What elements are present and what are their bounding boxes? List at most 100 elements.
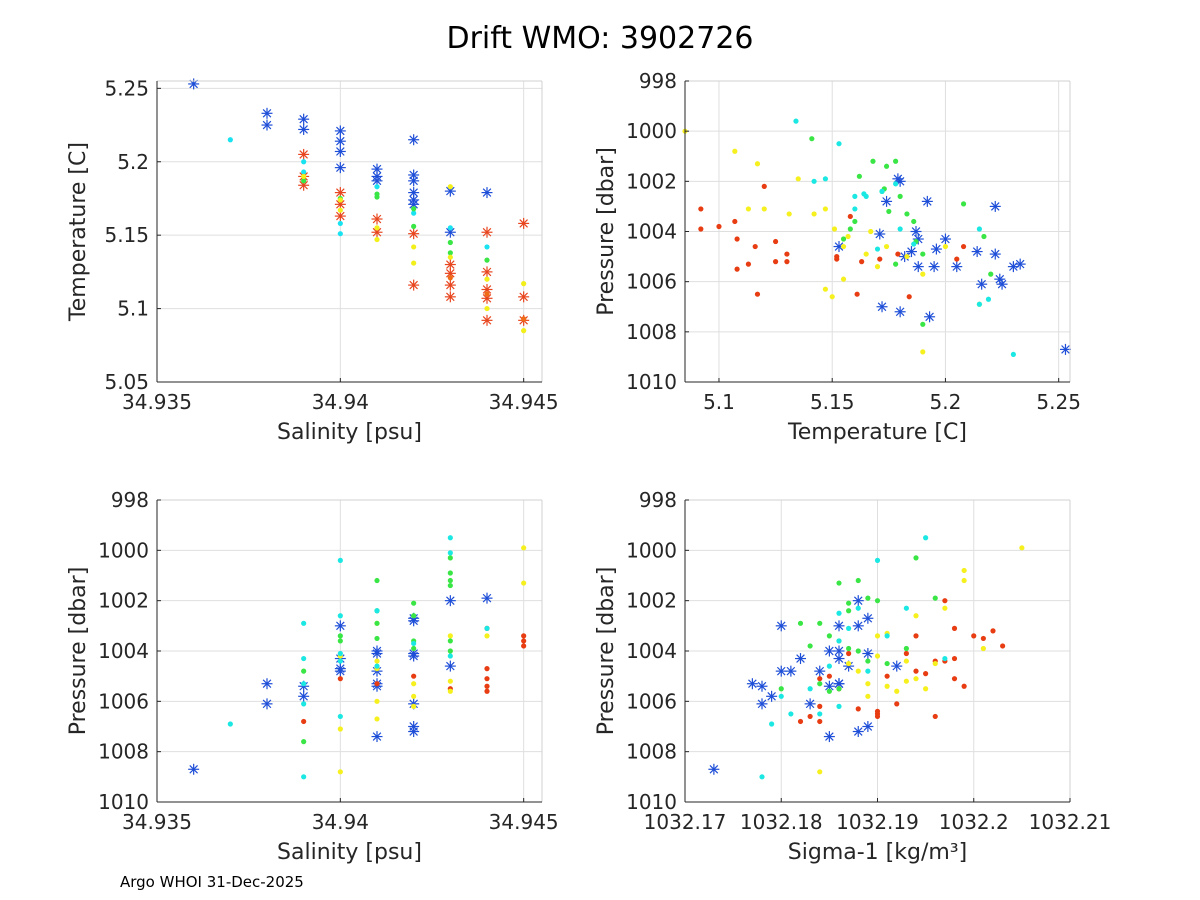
asterisk-stroke [932, 244, 941, 254]
asterisk-stroke [834, 679, 844, 689]
data-point-dot [874, 557, 881, 564]
data-point-dot [374, 620, 380, 626]
asterisk-stroke [262, 699, 272, 709]
data-point-asterisk [444, 279, 456, 291]
data-point-asterisk [833, 241, 845, 253]
asterisk-stroke [911, 227, 921, 236]
data-point-dot [854, 291, 860, 297]
data-point-asterisk [862, 612, 874, 624]
data-point-dot [847, 213, 853, 220]
y-axis-label: Pressure [dbar] [594, 147, 619, 316]
data-point-asterisk [756, 698, 768, 710]
data-point-dot [484, 688, 490, 694]
x-tick-label: 1032.17 [644, 810, 727, 834]
data-point-dot [855, 648, 861, 654]
data-point-dot [521, 281, 527, 287]
data-point-dot [884, 683, 890, 689]
data-point-asterisk [775, 665, 787, 677]
data-point-dot [884, 633, 890, 639]
data-point-dot [734, 236, 740, 242]
data-point-dot [834, 256, 840, 262]
asterisk-stroke [834, 654, 844, 663]
chart-salinity-temperature: 34.935 34.94 34.945 5.05 5.1 5.15 5.2 5.25 Salin… [66, 76, 559, 445]
asterisk-stroke [446, 661, 455, 671]
data-point-dot [411, 223, 417, 229]
data-point-dot [484, 633, 490, 639]
data-point-dot [932, 595, 938, 601]
data-point-dot [411, 206, 417, 212]
data-point-dot [886, 208, 892, 215]
y-tick-label: 1000 [626, 119, 677, 143]
data-point-asterisk [785, 665, 797, 677]
data-point-asterisk [334, 135, 346, 147]
data-point-dot [855, 577, 861, 584]
data-point-dot [447, 570, 453, 576]
data-point-dot [817, 718, 823, 725]
data-point-dot [754, 291, 761, 297]
data-point-asterisk [976, 278, 988, 290]
data-point-asterisk [298, 148, 310, 160]
data-point-dot [301, 681, 307, 687]
asterisk-stroke [446, 280, 455, 290]
y-tick-label: 5.1 [117, 297, 149, 321]
asterisk-stroke [482, 316, 492, 325]
y-tick-label: 1004 [626, 220, 677, 244]
data-point-dot [374, 698, 380, 704]
data-point-dot [337, 231, 343, 237]
data-point-dot [863, 251, 869, 257]
data-point-dot [734, 266, 740, 272]
asterisk-stroke [409, 135, 418, 145]
asterisk-stroke [1061, 345, 1070, 354]
data-point-asterisk [876, 301, 888, 313]
data-point-asterisk [518, 291, 530, 303]
data-point-dot [447, 184, 453, 190]
data-point-dot [732, 218, 738, 225]
data-point-dot [374, 608, 380, 614]
data-point-dot [411, 673, 417, 679]
asterisk-stroke [863, 722, 873, 731]
data-point-dot [411, 210, 417, 216]
data-point-asterisk [371, 213, 383, 225]
data-point-dot [337, 633, 343, 639]
data-point-dot [829, 294, 835, 300]
asterisk-stroke [952, 262, 962, 271]
data-point-dot [836, 686, 842, 692]
data-point-asterisk [188, 78, 200, 90]
asterisk-stroke [372, 176, 382, 186]
data-point-dot [836, 610, 842, 616]
asterisk-stroke [776, 666, 786, 676]
data-point-dot [447, 648, 453, 654]
data-point-dot [521, 580, 527, 586]
data-point-dot [374, 681, 380, 687]
data-point-dot [990, 628, 996, 634]
data-point-dot [301, 739, 307, 745]
data-point-dot [954, 256, 960, 262]
y-tick-label: 5.25 [104, 76, 149, 100]
data-point-dot [865, 681, 871, 687]
data-point-dot [374, 716, 380, 722]
asterisk-stroke [997, 279, 1007, 289]
data-point-dot [951, 655, 958, 662]
asterisk-stroke [805, 699, 815, 709]
asterisk-stroke [482, 227, 492, 237]
data-point-dot [484, 305, 490, 312]
data-point-asterisk [795, 653, 806, 665]
data-point-dot [447, 678, 453, 684]
data-point-dot [301, 178, 307, 184]
data-point-asterisk [334, 665, 346, 677]
asterisk-stroke [336, 188, 345, 197]
data-point-asterisk [756, 680, 768, 692]
data-point-dot [447, 688, 453, 694]
data-point-dot [846, 660, 852, 667]
asterisk-stroke [336, 621, 345, 631]
data-point-dot [484, 625, 490, 631]
data-point-dot [852, 218, 858, 225]
data-point-dot [911, 241, 917, 247]
data-point-asterisk [833, 645, 845, 657]
data-point-asterisk [930, 243, 942, 255]
data-point-dot [883, 243, 890, 250]
x-tick-label: 1032.18 [740, 810, 823, 834]
chart-salinity-pressure: 34.935 34.94 34.945 998 1000 1002 1004 1006 1008… [66, 488, 559, 865]
data-point-dot [976, 226, 983, 232]
data-point-dot [903, 605, 909, 611]
